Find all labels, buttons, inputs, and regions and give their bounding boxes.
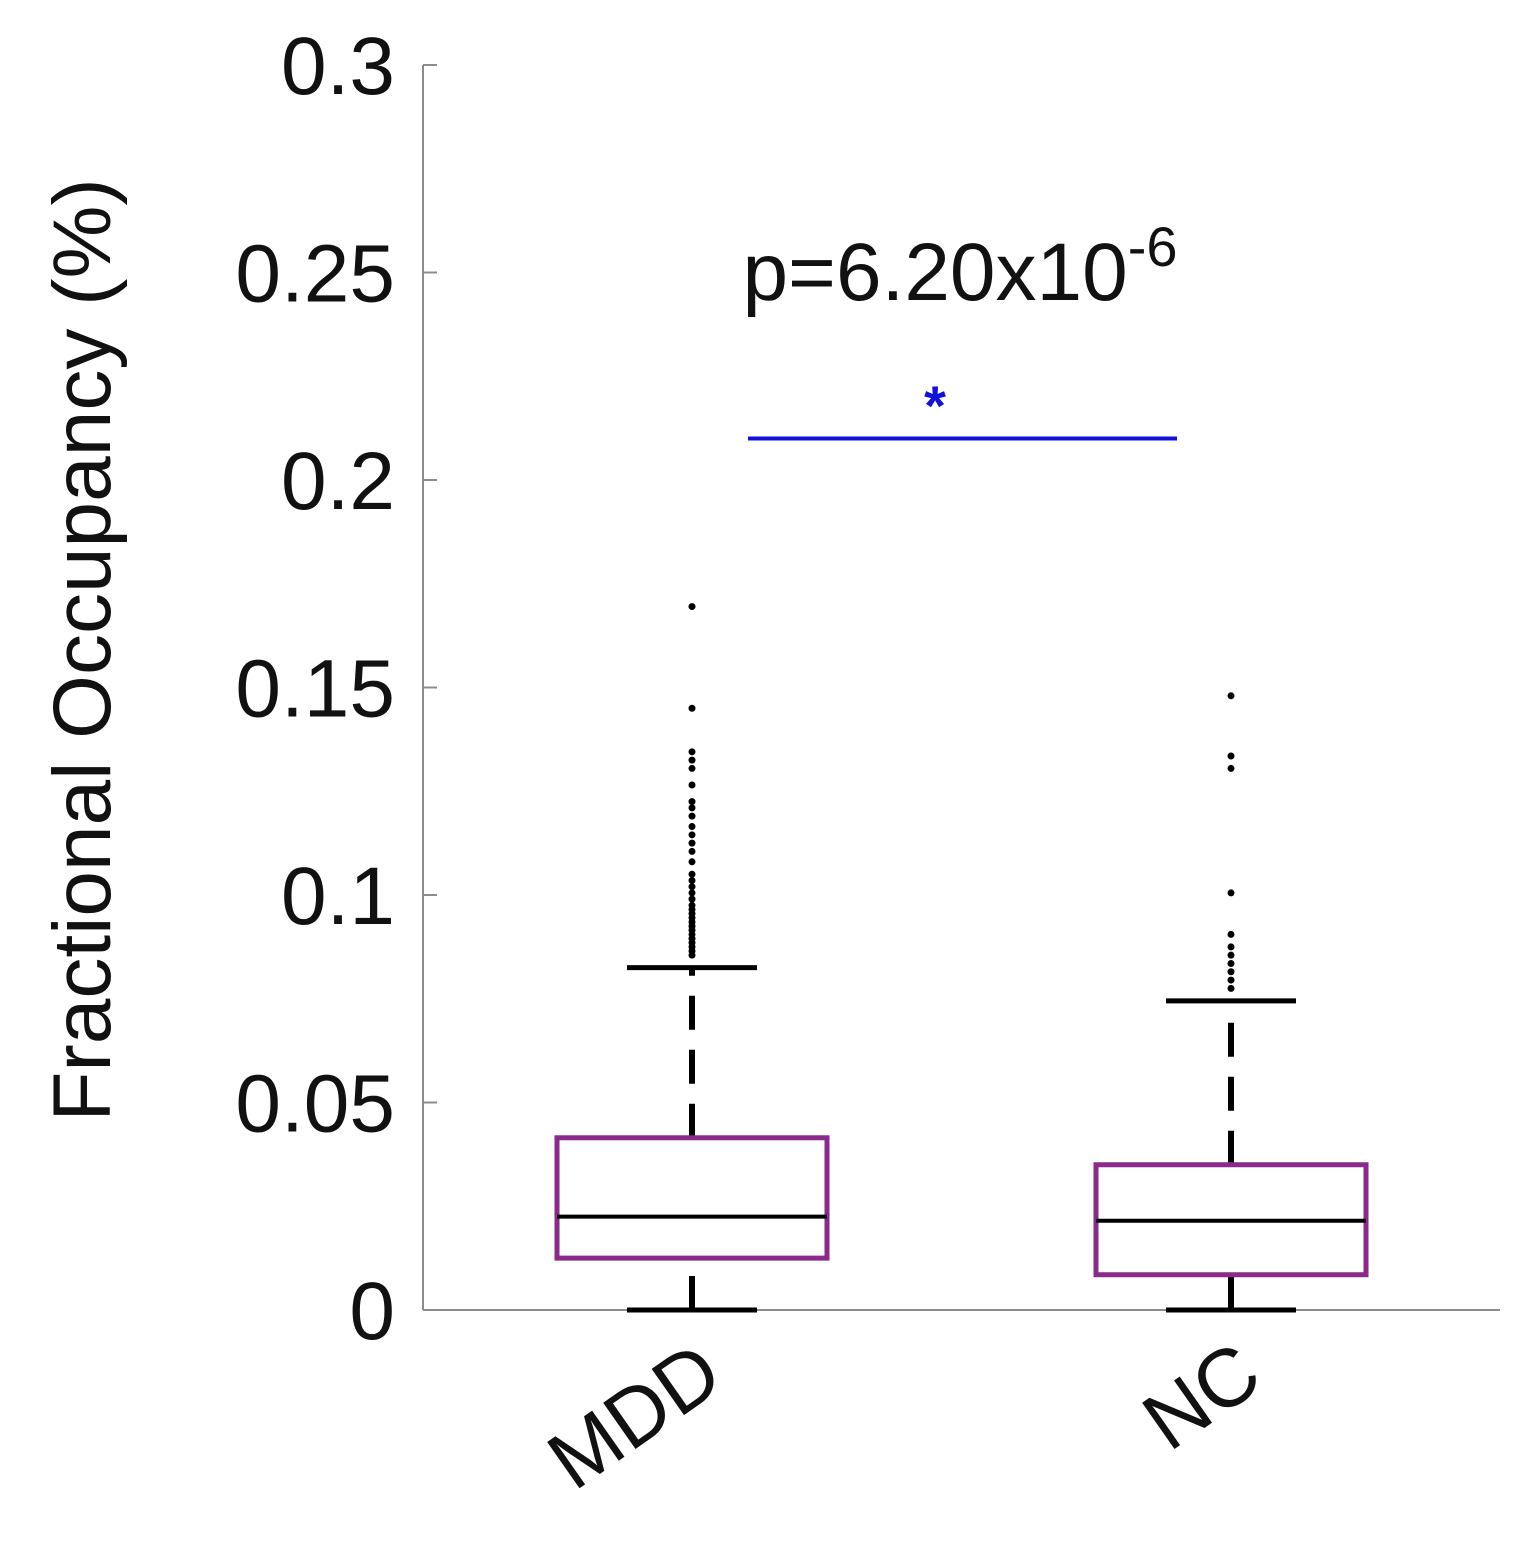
outlier-point <box>688 812 696 820</box>
outlier-point <box>1227 692 1235 700</box>
p-value-text: p=6.20x10 <box>742 227 1127 318</box>
outlier-point <box>1227 930 1235 938</box>
outlier-point <box>1227 951 1235 959</box>
outlier-point <box>688 847 696 855</box>
outlier-point <box>1227 968 1235 976</box>
outlier-point <box>1227 943 1235 951</box>
outlier-point <box>688 870 696 878</box>
box-group-nc <box>1093 692 1369 1313</box>
x-tick-label: NC <box>1127 1325 1276 1467</box>
p-value-exponent: -6 <box>1128 215 1178 278</box>
outlier-point <box>688 883 696 891</box>
outlier-point <box>688 876 696 884</box>
outlier-point <box>1227 984 1235 992</box>
outlier-point <box>1227 976 1235 984</box>
p-value-label: p=6.20x10-6 <box>742 215 1177 318</box>
outlier-point <box>688 901 696 909</box>
outlier-point <box>688 839 696 847</box>
iqr-box <box>554 1135 830 1261</box>
y-axis-label: Fractional Occupancy (%) <box>37 178 128 1121</box>
y-tick-label: 0 <box>349 1266 395 1357</box>
y-tick-label: 0.1 <box>281 851 395 942</box>
y-tick-label: 0.3 <box>281 21 395 112</box>
outlier-point <box>688 756 696 764</box>
box-group-mdd <box>554 603 830 1313</box>
outlier-point <box>688 823 696 831</box>
outlier-point <box>1227 959 1235 967</box>
outlier-point <box>688 858 696 866</box>
outlier-point <box>688 748 696 756</box>
outlier-point <box>688 895 696 903</box>
outlier-point <box>688 764 696 772</box>
outlier-point <box>1227 889 1235 897</box>
x-tick-label: MDD <box>532 1325 737 1507</box>
y-tick-label: 0.05 <box>235 1059 395 1150</box>
y-ticks: 0 0.05 0.1 0.15 0.2 0.25 0.3 <box>235 21 437 1357</box>
outlier-point <box>688 889 696 897</box>
y-tick-label: 0.25 <box>235 229 395 320</box>
outlier-point <box>1227 764 1235 772</box>
outlier-point <box>688 781 696 789</box>
outlier-point <box>1227 752 1235 760</box>
y-tick-label: 0.15 <box>235 644 395 735</box>
outlier-point <box>688 804 696 812</box>
outlier-point <box>688 704 696 712</box>
boxes <box>554 603 1369 1313</box>
outlier-point <box>688 603 696 611</box>
x-tick-labels: MDD NC <box>532 1325 1276 1507</box>
y-tick-label: 0.2 <box>281 436 395 527</box>
outlier-point <box>688 798 696 806</box>
significance-annotation: * p=6.20x10-6 <box>742 215 1178 441</box>
significance-marker: * <box>924 374 946 437</box>
outlier-point <box>688 831 696 839</box>
